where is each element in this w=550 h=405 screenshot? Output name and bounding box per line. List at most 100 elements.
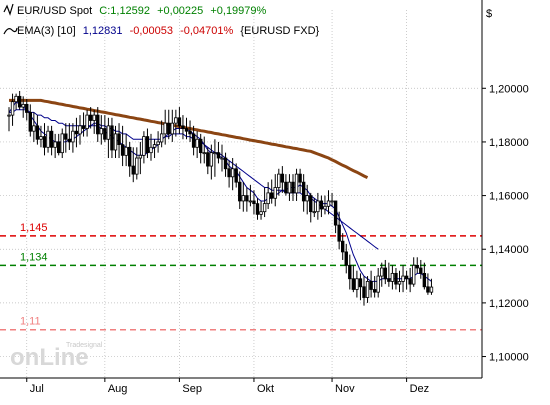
candle-body [298, 173, 302, 183]
candle-body [426, 286, 430, 293]
indicator-lines [8, 98, 432, 282]
candle [177, 107, 182, 134]
candle-body [49, 130, 54, 148]
candle [269, 179, 274, 204]
candle-body [401, 275, 405, 282]
candle-body [124, 146, 128, 156]
candle-body [259, 211, 263, 215]
candle-body [181, 125, 185, 129]
candle-body [266, 192, 270, 205]
ema-change: -0,00053 [130, 25, 173, 37]
ema-change-pct: -0,04701% [180, 25, 233, 37]
candle [401, 265, 405, 293]
candle [35, 115, 40, 145]
candle-body [216, 152, 221, 159]
candle [21, 96, 25, 118]
candle-body [96, 114, 100, 135]
candle-body [46, 130, 50, 148]
ema-value: 1,12831 [83, 25, 123, 37]
candle-body [309, 195, 313, 213]
candle [7, 107, 11, 132]
candle-body [312, 211, 316, 214]
candle-body [120, 144, 125, 156]
candle [309, 192, 313, 223]
candle [181, 115, 185, 140]
candle [348, 254, 352, 290]
candle [135, 147, 139, 180]
candle-body [380, 267, 384, 277]
candle [213, 139, 217, 177]
candle-body [348, 264, 352, 280]
candle [369, 270, 373, 298]
candle [170, 109, 174, 142]
candle [305, 184, 309, 215]
symbol-label: EUR/USD Spot [17, 5, 92, 17]
watermark: Tradesignal onLine [10, 342, 103, 371]
candle [46, 125, 50, 153]
candle [39, 125, 43, 148]
candle [209, 144, 214, 180]
candle [429, 278, 434, 295]
x-tick-label: Sep [182, 383, 202, 395]
candle-body [220, 157, 224, 160]
candle [252, 190, 256, 215]
candle [291, 174, 295, 201]
candle-body [330, 200, 334, 203]
candle-body [17, 95, 22, 108]
candle [380, 262, 384, 287]
x-tick-label: Aug [108, 383, 128, 395]
candle-body [14, 95, 18, 103]
candle [206, 147, 210, 175]
candle-body [227, 168, 231, 178]
candle [103, 115, 107, 142]
candle-body [7, 114, 11, 117]
candle-body [57, 141, 61, 154]
candle [330, 192, 334, 207]
candle-body [202, 152, 206, 155]
candle [223, 152, 228, 177]
candle [284, 174, 288, 196]
candle-body [319, 200, 324, 210]
candle-body [78, 125, 82, 135]
candle-body [10, 101, 15, 116]
candle-body [53, 141, 57, 148]
candle [333, 200, 338, 234]
candle [419, 259, 423, 279]
candles [7, 90, 434, 306]
candle-body [390, 272, 395, 282]
candle [174, 109, 178, 137]
candle-body [103, 128, 107, 140]
candle-body [362, 286, 366, 298]
y-tick-label: 1,20000 [489, 83, 529, 95]
candle [362, 276, 366, 306]
candle [298, 168, 302, 193]
candle [85, 109, 89, 137]
candle [42, 123, 47, 156]
candle [294, 168, 299, 201]
candle-body [234, 168, 238, 183]
candle-body [149, 146, 153, 154]
candle-body [117, 133, 121, 146]
candle-body [92, 114, 96, 121]
candle [319, 195, 324, 218]
candle-body [355, 278, 359, 290]
candle-body [252, 200, 256, 205]
watermark-small: Tradesignal [66, 342, 103, 349]
candle-body [394, 272, 398, 285]
x-tick-label: Jul [30, 383, 44, 395]
candle-body [408, 278, 412, 285]
y-tick-label: 1,18000 [489, 137, 529, 149]
candle-body [397, 281, 402, 285]
candle-body [429, 286, 434, 293]
ema-line-icon [3, 27, 18, 35]
svg-text:EMA(3) [10] 1,12831: EMA(3) [10] 1,12831 -0,00053 -0,04701% {… [17, 25, 320, 37]
candle-body [99, 128, 103, 135]
candle-body [301, 181, 306, 202]
candle-body [145, 136, 150, 154]
candle [312, 198, 316, 218]
watermark-big: onLine [10, 344, 89, 371]
candle [273, 174, 277, 207]
ema-label: EMA(3) [10] [17, 25, 76, 37]
